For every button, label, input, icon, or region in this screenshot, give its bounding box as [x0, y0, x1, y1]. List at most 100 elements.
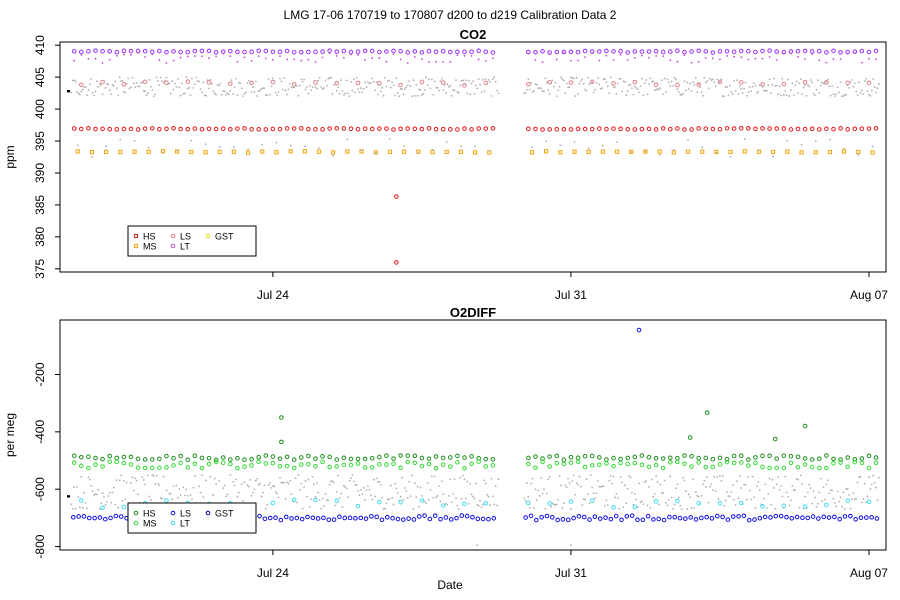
data-point [865, 501, 868, 504]
data-point [530, 482, 533, 485]
data-point [818, 59, 821, 62]
data-point [849, 81, 852, 84]
data-point [794, 488, 797, 491]
data-point [589, 474, 592, 476]
data-point [107, 495, 110, 497]
data-point [677, 90, 680, 93]
data-point [480, 516, 486, 522]
data-point [864, 515, 869, 520]
data-point [78, 49, 84, 55]
data-point [298, 84, 301, 87]
data-point [802, 462, 808, 467]
data-point [159, 76, 162, 79]
data-point [283, 481, 286, 484]
data-point [392, 84, 395, 87]
data-point [385, 502, 388, 505]
data-point [108, 89, 111, 92]
data-point [809, 457, 815, 462]
data-point [724, 456, 730, 462]
data-point [704, 57, 707, 59]
data-point [855, 90, 858, 93]
data-point [589, 79, 595, 85]
data-point [286, 58, 288, 61]
data-point [816, 502, 819, 505]
data-point [474, 145, 477, 148]
data-point [118, 149, 123, 155]
data-point [477, 504, 480, 507]
data-point [784, 475, 787, 478]
data-point [554, 503, 557, 506]
data-point [623, 484, 626, 487]
data-point [584, 498, 587, 501]
data-point [860, 89, 863, 92]
data-point [412, 453, 418, 459]
data-point [873, 86, 876, 89]
data-point [494, 485, 497, 488]
data-point [91, 490, 94, 492]
data-point [362, 48, 368, 54]
data-point [591, 52, 594, 55]
legend-label: HS [143, 509, 156, 519]
data-point [161, 497, 164, 500]
data-point [728, 495, 731, 498]
data-point [71, 79, 74, 82]
data-point [574, 95, 577, 97]
data-point [440, 503, 446, 508]
data-point [589, 81, 592, 84]
data-point [274, 91, 277, 94]
data-point [767, 465, 772, 471]
data-point [431, 148, 434, 151]
legend-marker [170, 510, 176, 516]
data-point [639, 462, 645, 468]
data-point [375, 477, 378, 480]
data-point [433, 80, 436, 83]
data-point [172, 88, 175, 91]
data-point [270, 49, 276, 55]
data-point [635, 87, 638, 89]
data-point [690, 90, 693, 92]
data-point [675, 459, 680, 465]
data-point [395, 77, 398, 80]
data-point [633, 492, 636, 495]
data-point [377, 462, 382, 467]
data-point [190, 139, 193, 142]
data-point [816, 79, 819, 82]
data-point [454, 515, 459, 521]
data-point [730, 91, 733, 93]
data-point [643, 82, 646, 84]
data-point [321, 497, 324, 500]
data-point [707, 87, 710, 90]
data-point [178, 49, 183, 55]
data-point [273, 515, 278, 520]
data-point [321, 87, 324, 90]
data-point [682, 92, 684, 95]
data-point [394, 260, 399, 265]
data-point [361, 91, 364, 94]
data-point [436, 494, 439, 497]
data-point [351, 89, 354, 92]
data-point [384, 507, 386, 510]
data-point [611, 49, 616, 54]
data-point [714, 490, 717, 492]
data-point [719, 474, 721, 477]
data-point [229, 55, 232, 58]
data-point [201, 55, 203, 58]
data-point [822, 82, 825, 85]
data-point [121, 80, 124, 82]
data-point [602, 78, 605, 81]
data-point [687, 493, 690, 496]
data-point [191, 77, 193, 80]
data-point [449, 60, 452, 63]
data-point [588, 83, 591, 86]
data-point [348, 479, 351, 482]
data-point [447, 49, 453, 55]
data-point [547, 478, 550, 481]
data-point [643, 149, 648, 154]
data-point [696, 48, 701, 54]
legend-marker [205, 510, 211, 516]
y-tick-label: -400 [33, 420, 47, 444]
data-point [67, 89, 71, 93]
data-point [639, 49, 645, 54]
data-point [316, 149, 322, 154]
